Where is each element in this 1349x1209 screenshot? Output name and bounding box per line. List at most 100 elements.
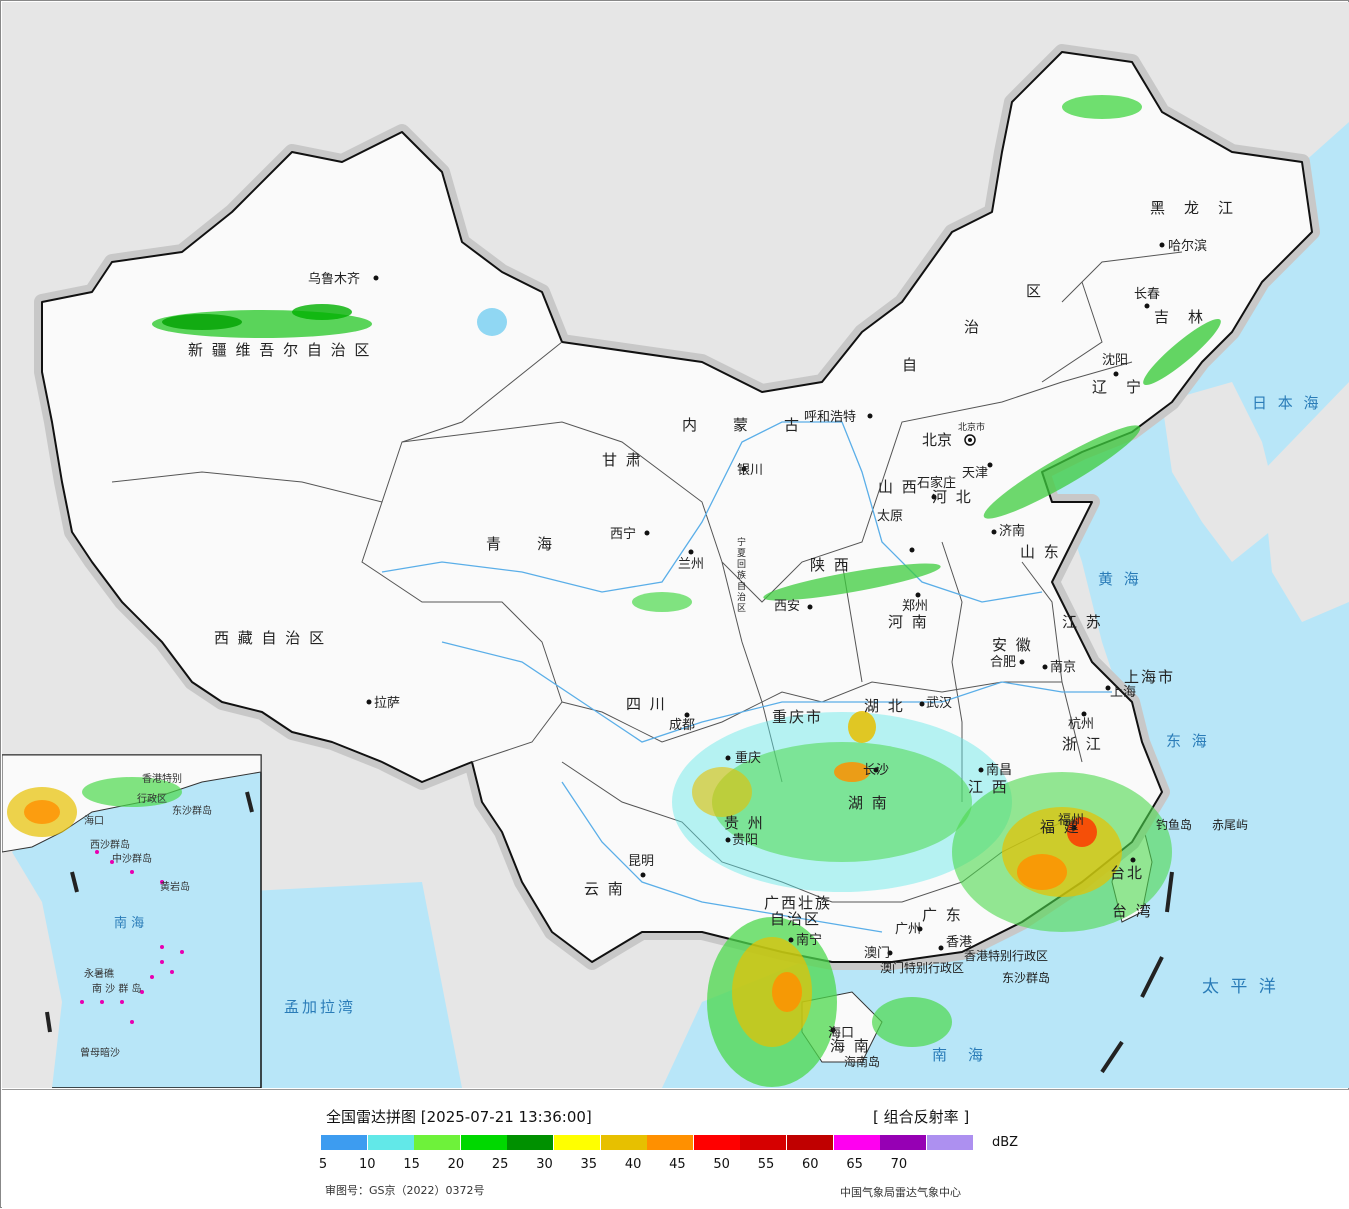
scale-tick-label: 40 bbox=[624, 1157, 642, 1172]
province-guangdong: 广 东 bbox=[922, 906, 963, 924]
city-macau: 澳门 bbox=[864, 945, 890, 961]
scale-tick-label: 25 bbox=[491, 1157, 509, 1172]
province-hebei: 河 北 bbox=[932, 488, 973, 506]
label-chiwei: 赤尾屿 bbox=[1212, 818, 1248, 832]
province-sichuan: 四 川 bbox=[626, 695, 667, 713]
city-dots bbox=[366, 242, 1165, 1033]
city-hefei: 合肥 bbox=[990, 655, 1016, 670]
province-taiwan: 台 湾 bbox=[1112, 902, 1153, 920]
province-hunan: 湖 南 bbox=[848, 794, 889, 812]
city-nanning: 南宁 bbox=[796, 932, 822, 948]
inset-south-sea: 南 海 bbox=[114, 915, 144, 931]
province-xinjiang: 新 疆 维 吾 尔 自 治 区 bbox=[188, 341, 371, 359]
city-shijiazhuang: 石家庄 bbox=[917, 475, 956, 491]
province-liaoning: 辽 宁 bbox=[1092, 378, 1143, 396]
radar-echoes bbox=[152, 95, 1221, 1087]
color-swatch bbox=[554, 1135, 600, 1150]
city-kunming: 昆明 bbox=[628, 854, 654, 869]
scale-tick-label: 5 bbox=[318, 1157, 328, 1172]
korea-land bbox=[1162, 382, 1282, 562]
province-jiangsu: 江 苏 bbox=[1062, 613, 1103, 631]
province-shanxi: 山 西 bbox=[878, 478, 919, 496]
city-haikou: 海口 bbox=[828, 1026, 854, 1041]
scale-tick-label: 60 bbox=[802, 1157, 819, 1172]
city-guangzhou: 广州 bbox=[895, 922, 921, 937]
inset-xisha: 西沙群岛 bbox=[90, 838, 130, 851]
province-xizang: 西 藏 自 治 区 bbox=[214, 629, 326, 647]
province-hubei: 湖 北 bbox=[864, 697, 905, 715]
scale-tick-label: 45 bbox=[669, 1157, 686, 1172]
province-heilongjiang: 黑 龙 江 bbox=[1150, 199, 1235, 217]
inset-huangyan: 黄岩岛 bbox=[160, 880, 190, 893]
city-urumqi: 乌鲁木齐 bbox=[308, 271, 360, 287]
city-changchun: 长春 bbox=[1134, 287, 1160, 302]
province-taiwan-city: 台北 bbox=[1110, 864, 1144, 882]
province-qinghai: 青 海 bbox=[486, 535, 554, 553]
radar-map: 新 疆 维 吾 尔 自 治 区 西 藏 自 治 区 青 海 甘 肃 内 蒙 古 … bbox=[2, 2, 1349, 1088]
city-chengdu: 成都 bbox=[669, 718, 695, 733]
city-taipei: 台北 bbox=[1117, 876, 1119, 879]
province-shanghai: 上海市 bbox=[1124, 668, 1175, 686]
label-hk-sar: 香港特别行政区 bbox=[964, 948, 1048, 963]
sea-yellow: 黄 海 bbox=[1098, 570, 1142, 588]
province-ningxia: 宁夏回族自治区 bbox=[735, 536, 746, 614]
sea-bengal: 孟加拉湾 bbox=[284, 998, 356, 1016]
inset-zengmu: 曾母暗沙 bbox=[80, 1046, 120, 1059]
city-fuzhou: 福州 bbox=[1058, 813, 1084, 828]
scale-tick-label: 65 bbox=[846, 1157, 863, 1172]
city-wuhan: 武汉 bbox=[926, 696, 952, 711]
province-neimenggu-zhi: 治 bbox=[964, 318, 981, 336]
city-shanghai: 上海 bbox=[1110, 685, 1136, 700]
beijing-marker bbox=[964, 434, 976, 446]
inset-hk-1: 香港特别 bbox=[142, 773, 182, 785]
inset-zhongsha: 中沙群岛 bbox=[112, 852, 152, 865]
inset-yongshu: 永暑礁 bbox=[84, 967, 114, 980]
label-beijing-city: 北京市 bbox=[958, 421, 985, 433]
color-swatch bbox=[414, 1135, 461, 1150]
city-beijing: 北京 bbox=[922, 431, 952, 449]
city-changsha: 长沙 bbox=[863, 763, 889, 778]
sea-boundary-dashes bbox=[45, 791, 1174, 1074]
city-hohhot: 呼和浩特 bbox=[804, 410, 856, 425]
legend-title: 全国雷达拼图 [2025-07-21 13:36:00] bbox=[326, 1108, 592, 1126]
province-fujian: 福 建 bbox=[1040, 818, 1081, 836]
color-swatch bbox=[367, 1135, 414, 1150]
sea-japan: 日 本 海 bbox=[1252, 394, 1322, 412]
city-hongkong: 香港 bbox=[946, 935, 972, 950]
city-hangzhou: 杭州 bbox=[1068, 717, 1094, 732]
province-guangxi: 广西壮族 bbox=[764, 894, 832, 912]
color-swatch bbox=[507, 1135, 554, 1150]
inset-dongsha: 东沙群岛 bbox=[172, 804, 212, 817]
color-swatch bbox=[600, 1135, 647, 1150]
sea-south: 南 海 bbox=[932, 1046, 986, 1064]
china-land bbox=[41, 51, 1313, 963]
label-diaoyu: 钓鱼岛 bbox=[1156, 817, 1192, 832]
scale-tick-label: 70 bbox=[890, 1157, 908, 1172]
province-jilin: 吉 林 bbox=[1154, 308, 1205, 326]
scale-tick-label: 55 bbox=[757, 1157, 775, 1172]
scale-tick-label: 10 bbox=[359, 1157, 376, 1172]
bay-of-bengal bbox=[232, 882, 462, 1088]
province-neimenggu: 内 蒙 古 bbox=[682, 416, 801, 434]
city-chongqing: 重庆 bbox=[735, 750, 761, 766]
japan-land bbox=[1262, 382, 1349, 622]
city-yinchuan: 银川 bbox=[737, 463, 763, 478]
province-jiangxi: 江 西 bbox=[968, 778, 1009, 796]
province-henan: 河 南 bbox=[888, 613, 929, 631]
sea-east: 东 海 bbox=[1166, 732, 1210, 750]
label-dongsha: 东沙群岛 bbox=[1002, 970, 1050, 985]
scale-tick-label: 50 bbox=[713, 1157, 730, 1172]
south-china-sea-inset bbox=[2, 754, 262, 1088]
province-guizhou: 贵 州 bbox=[724, 814, 765, 832]
city-zhengzhou: 郑州 bbox=[902, 599, 928, 614]
inset-haikou: 海口 bbox=[84, 814, 104, 827]
province-gansu: 甘 肃 bbox=[602, 451, 643, 469]
city-harbin: 哈尔滨 bbox=[1168, 238, 1207, 254]
color-swatch bbox=[693, 1135, 740, 1150]
city-lanzhou: 兰州 bbox=[678, 557, 704, 572]
color-swatch bbox=[926, 1135, 973, 1150]
city-tianjin: 天津 bbox=[962, 466, 988, 481]
sea-pacific: 太 平 洋 bbox=[1202, 977, 1279, 997]
color-swatch bbox=[321, 1135, 367, 1150]
label-macau-sar: 澳门特别行政区 bbox=[880, 960, 964, 975]
